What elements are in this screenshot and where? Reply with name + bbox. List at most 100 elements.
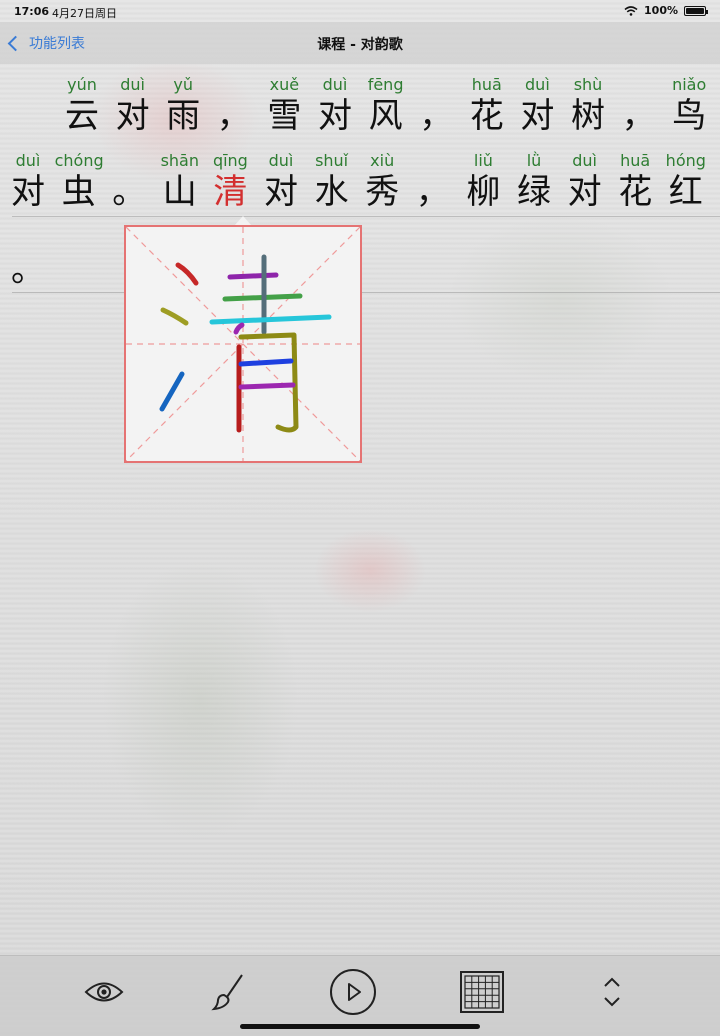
page-title: 课程 - 对韵歌 [317,37,403,53]
pinyin: yún [67,75,97,94]
stroke-path [227,272,279,280]
pinyin: shù [573,75,603,94]
back-button[interactable]: 功能列表 [7,33,85,53]
hanzi: 山 [162,172,197,212]
home-indicator [240,1024,480,1029]
line-rule [12,216,720,217]
char-cell[interactable]: ， [615,74,663,136]
hanzi: 花 [618,172,653,212]
hanzi: ， [216,96,251,136]
hanzi: 虫 [61,172,96,212]
char-cell[interactable]: duì 对 [109,74,157,136]
wifi-icon [624,5,638,16]
char-cell[interactable]: duì 对 [561,150,609,212]
eye-button[interactable] [80,968,128,1016]
play-button[interactable] [329,968,377,1016]
eye-icon [84,982,124,1002]
hanzi: 对 [11,172,45,212]
pinyin: duì [322,75,348,94]
pinyin: hóng [665,151,706,170]
hanzi: 秀 [365,172,400,212]
line-rule [12,292,720,293]
stroke-path [238,332,299,433]
stroke-grid [125,226,361,462]
hanzi: 绿 [517,172,551,212]
char-cell[interactable]: 。 [105,150,153,212]
pinyin [210,74,258,96]
char-cell[interactable]: duì 对 [311,74,359,136]
stroke-order-popup[interactable]: 清 [124,225,362,463]
pinyin: liǔ [473,151,493,170]
hanzi: 树 [571,96,605,136]
char-cell[interactable]: liǔ 柳 [459,150,507,212]
sort-button[interactable] [588,968,636,1016]
hanzi: ， [419,96,454,136]
hanzi: 云 [65,96,99,136]
pinyin [412,74,460,96]
char-cell[interactable]: qīng 清 [206,150,254,212]
hanzi: 柳 [466,172,501,212]
pinyin: duì [15,151,41,170]
pinyin: qīng [212,151,248,170]
stroke-path [209,314,332,325]
char-cell[interactable]: chóng 虫 [55,150,104,212]
battery-percent: 100% [644,4,678,17]
status-bar: 17:06 4月27日周日 100% [0,0,720,22]
char-cell[interactable]: hóng 红 [662,150,710,212]
hanzi: 清 [213,172,248,212]
pinyin: yǔ [173,75,193,94]
char-cell[interactable]: huā 花 [463,74,511,136]
pinyin: shān [160,151,199,170]
char-cell[interactable]: ， [210,74,258,136]
char-cell[interactable]: 。 [4,228,52,290]
hanzi: 花 [469,96,504,136]
hanzi: 对 [567,172,602,212]
pinyin: xiù [370,151,395,170]
char-cell[interactable]: xiù 秀 [358,150,406,212]
pinyin: lǜ [526,151,542,170]
pinyin: niǎo [672,75,707,94]
char-cell[interactable]: fēng 风 [362,74,410,136]
hanzi: 对 [318,96,352,136]
hanzi: 雪 [267,96,302,136]
stroke-path [238,382,296,390]
hanzi: 水 [314,172,349,212]
char-cell[interactable]: huā 花 [611,150,659,212]
grid-button[interactable] [458,968,506,1016]
back-label: 功能列表 [29,36,85,52]
pinyin: shuǐ [315,151,349,170]
char-cell[interactable]: shù 树 [564,74,612,136]
stroke-path [159,371,185,412]
hanzi: 。 [11,250,45,290]
sort-icon [604,977,620,1007]
char-cell[interactable]: lǜ 绿 [510,150,558,212]
grid-icon [460,971,504,1013]
stroke-path [238,358,294,367]
nav-bar: 功能列表 课程 - 对韵歌 [0,22,720,64]
char-cell[interactable]: ， [412,74,460,136]
char-cell[interactable]: yún 云 [58,74,106,136]
char-cell[interactable]: duì 对 [4,150,52,212]
pinyin: xuě [269,75,300,94]
stroke-path [233,322,245,335]
char-cell[interactable]: duì 对 [513,74,561,136]
pinyin [4,228,52,250]
char-cell[interactable]: duì 对 [257,150,305,212]
char-cell[interactable]: shuǐ 水 [308,150,356,212]
pinyin [409,150,457,172]
brush-button[interactable] [204,968,252,1016]
char-cell[interactable]: yǔ 雨 [159,74,207,136]
hanzi: 对 [520,96,555,136]
hanzi: 对 [264,172,298,212]
hanzi: 。 [112,172,147,212]
status-right: 100% [624,4,708,17]
char-cell[interactable]: shān 山 [156,150,204,212]
stroke-path [160,307,189,326]
char-cell[interactable]: xuě 雪 [260,74,308,136]
pinyin [615,74,663,96]
battery-icon [684,5,708,16]
char-cell[interactable]: niǎo 鸟 [665,74,713,136]
hanzi: 红 [668,172,703,212]
char-cell[interactable]: ， [409,150,457,212]
